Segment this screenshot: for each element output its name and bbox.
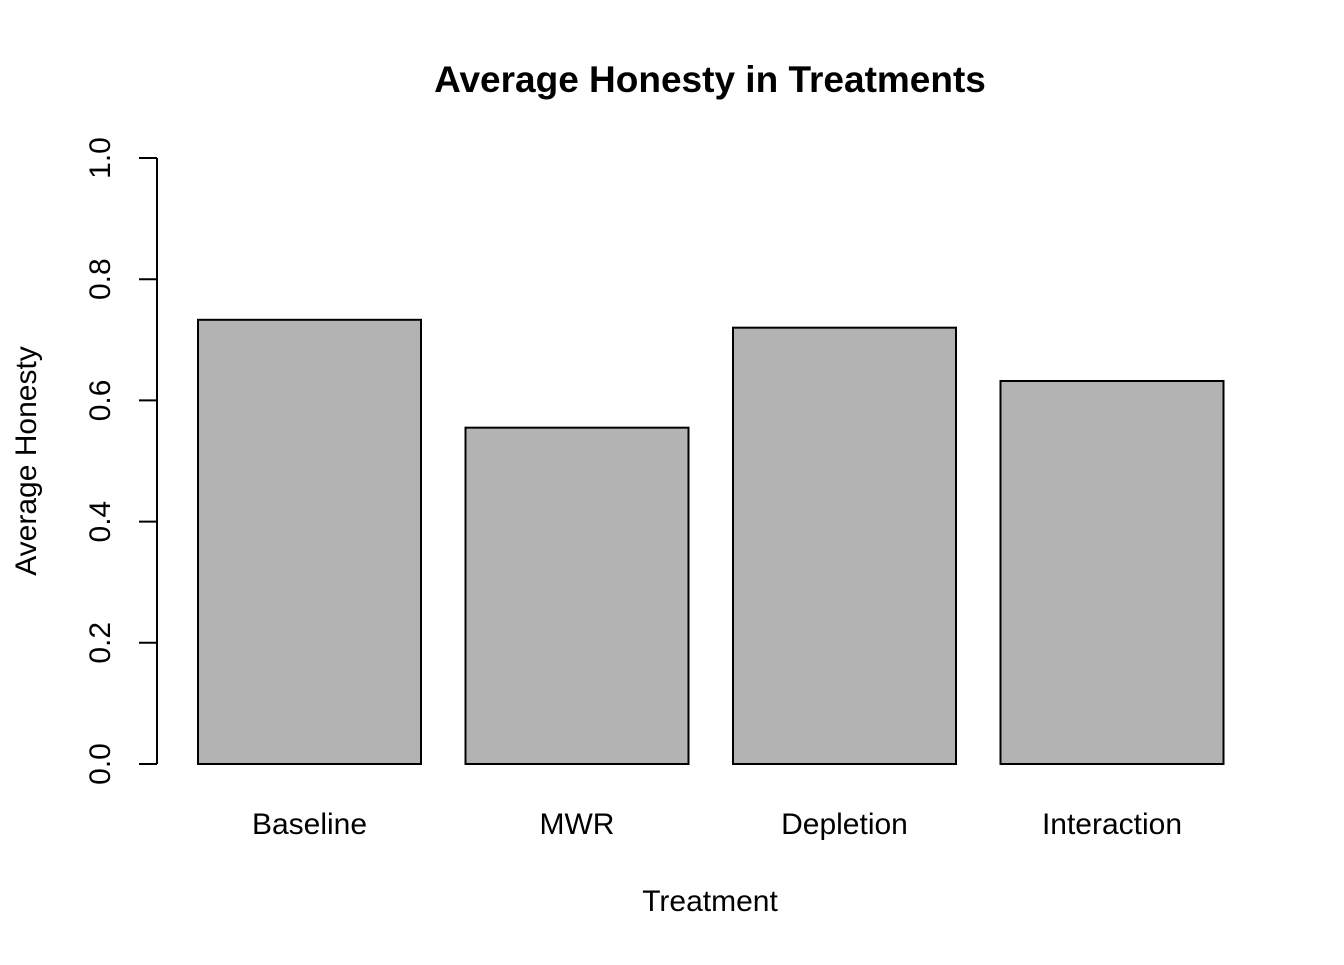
y-tick-label: 0.8 (84, 258, 117, 300)
y-tick-label: 0.2 (84, 622, 117, 664)
bars (197, 318, 1225, 765)
x-axis-label: Treatment (642, 885, 778, 918)
y-tick-label: 1.0 (84, 137, 117, 179)
bar-depletion (732, 326, 957, 765)
bar-mwr (464, 426, 690, 765)
chart-title: Average Honesty in Treatments (434, 59, 986, 100)
y-axis-label: Average Honesty (10, 346, 43, 576)
bar-baseline (197, 318, 422, 765)
x-tick-label-mwr: MWR (540, 808, 615, 841)
x-category-labels: Baseline MWR Depletion Interaction (252, 808, 1182, 841)
y-axis: 0.0 0.2 0.4 0.6 0.8 1.0 (84, 137, 158, 785)
x-tick-label-baseline: Baseline (252, 808, 367, 841)
y-tick-label: 0.6 (84, 380, 117, 422)
x-tick-label-interaction: Interaction (1042, 808, 1182, 841)
x-tick-label-depletion: Depletion (781, 808, 908, 841)
y-tick-label: 0.0 (84, 743, 117, 785)
y-tick-label: 0.4 (84, 501, 117, 543)
bar-interaction (999, 380, 1225, 765)
